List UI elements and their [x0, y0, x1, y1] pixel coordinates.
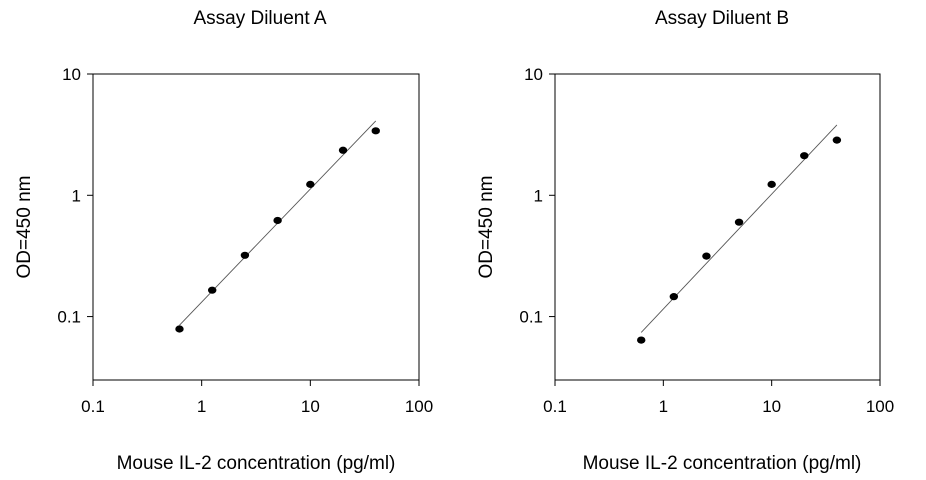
y-tick-label: 10: [62, 65, 81, 84]
x-axis-label: Mouse IL-2 concentration (pg/ml): [583, 453, 862, 474]
data-point: [734, 218, 744, 226]
plot-frame: [554, 73, 881, 381]
data-point: [240, 251, 250, 259]
data-point: [800, 152, 809, 160]
data-point: [767, 180, 776, 188]
chart-title: Assay Diluent B: [655, 8, 789, 29]
data-point: [338, 146, 348, 154]
data-point: [273, 216, 282, 225]
y-tick-label: 0.1: [57, 308, 81, 327]
x-tick-label: 1: [197, 397, 206, 416]
chart-title: Assay Diluent A: [193, 8, 326, 29]
x-tick-label: 100: [866, 397, 894, 416]
x-tick-label: 100: [405, 397, 433, 416]
x-tick-label: 1: [659, 397, 668, 416]
x-tick-label: 10: [762, 397, 781, 416]
chart-panel-1: Assay Diluent A 0.1 1 10 100 0.1 1 10 Mouse IL-2…: [14, 8, 433, 474]
y-axis-label: OD=450 nm: [14, 176, 35, 279]
data-point: [637, 336, 646, 344]
data-point: [669, 293, 679, 301]
y-tick-label: 1: [534, 186, 543, 205]
plot-frame: [92, 73, 420, 381]
data-point: [832, 136, 842, 144]
y-tick-label: 10: [524, 65, 543, 84]
chart-panel-2: Assay Diluent B 0.1 1 10 100 0.1 1 10 Mouse IL-2…: [476, 8, 894, 474]
x-tick-label: 0.1: [543, 397, 567, 416]
y-tick-label: 1: [72, 186, 81, 205]
y-tick-label: 0.1: [519, 308, 543, 327]
x-tick-label: 10: [301, 397, 320, 416]
y-axis-label: OD=450 nm: [476, 176, 497, 279]
x-tick-label: 0.1: [81, 397, 105, 416]
data-point: [371, 127, 380, 135]
data-point: [702, 252, 711, 260]
data-point: [207, 286, 217, 294]
data-point: [175, 325, 184, 333]
x-axis-label: Mouse IL-2 concentration (pg/ml): [117, 453, 396, 474]
data-point: [306, 180, 315, 188]
